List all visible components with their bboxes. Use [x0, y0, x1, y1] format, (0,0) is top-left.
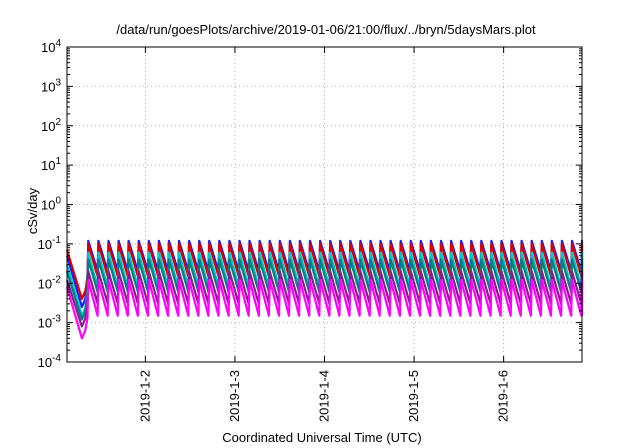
y-tick-label: 103	[41, 77, 61, 94]
x-tick-label: 2019-1-4	[317, 370, 332, 422]
y-tick-label: 10-3	[38, 314, 62, 331]
x-axis-label: Coordinated Universal Time (UTC)	[222, 430, 421, 445]
grid-lines	[67, 47, 582, 362]
chart-title: /data/run/goesPlots/archive/2019-01-06/2…	[116, 22, 536, 37]
y-tick-label: 102	[41, 117, 61, 134]
y-tick-label: 104	[41, 38, 61, 55]
y-tick-label: 100	[41, 196, 61, 213]
plot-frame	[66, 46, 583, 363]
y-tick-label: 10-1	[38, 235, 62, 252]
x-axis: 2019-1-2 2019-1-3 2019-1-4 2019-1-5 2019-1-6	[137, 47, 511, 422]
series-lines	[65, 239, 584, 340]
y-tick-label: 101	[41, 156, 61, 173]
x-tick-label: 2019-1-2	[137, 370, 152, 422]
series-line-6	[65, 279, 584, 340]
x-tick-label: 2019-1-6	[496, 370, 511, 422]
y-tick-label: 10-2	[38, 274, 62, 291]
x-tick-label: 2019-1-5	[406, 370, 421, 422]
y-tick-label: 10-4	[38, 353, 62, 370]
x-tick-label: 2019-1-3	[227, 370, 242, 422]
y-axis: 10-4 10-3 10-2 10-1 100 101 102 103 104	[38, 38, 582, 370]
y-axis-label: cSv/day	[25, 187, 40, 234]
